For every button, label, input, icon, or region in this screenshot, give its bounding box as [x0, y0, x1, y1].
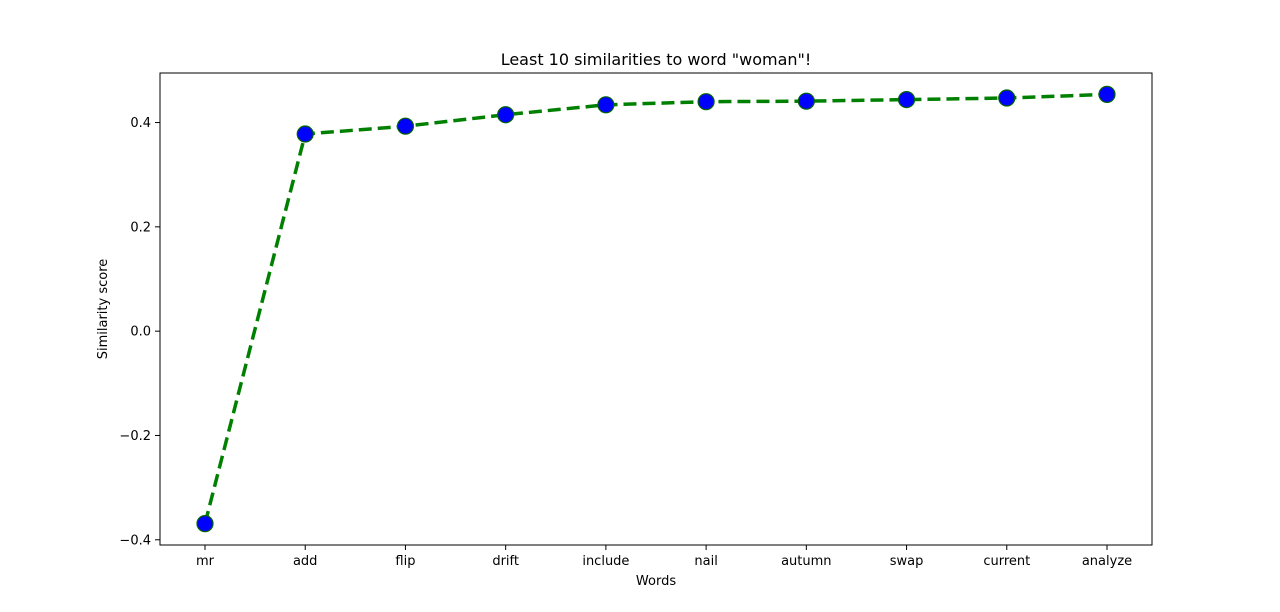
x-tick-label: nail — [694, 554, 717, 569]
data-point — [296, 125, 314, 143]
data-point — [797, 92, 815, 110]
y-tick-label: 0.2 — [130, 220, 151, 235]
y-tick-label: −0.2 — [119, 429, 151, 444]
x-tick-label: flip — [395, 554, 415, 569]
plot-frame — [159, 72, 1153, 546]
y-tick-label: 0.4 — [130, 116, 151, 131]
x-tick-label: mr — [196, 554, 215, 569]
x-tick-label: current — [983, 554, 1030, 569]
data-point — [897, 90, 916, 109]
data-point — [697, 93, 715, 111]
series-line — [203, 92, 1108, 525]
x-tick-label: autumn — [781, 554, 831, 569]
y-axis-label: Similarity score — [96, 259, 111, 360]
x-tick-label: add — [293, 554, 317, 569]
x-tick-label: drift — [492, 554, 519, 569]
plot-area: −0.4 −0.2 0.0 0.2 0.4 mr add flip drift include na… — [119, 72, 1153, 569]
x-axis-label: Words — [636, 574, 676, 589]
data-point — [998, 89, 1016, 107]
data-point — [497, 106, 515, 124]
data-point — [597, 96, 615, 114]
y-tick-label: 0.0 — [130, 325, 151, 340]
data-point — [396, 117, 415, 135]
x-tick-label: swap — [890, 554, 924, 569]
chart-title: Least 10 similarities to word "woman"! — [501, 50, 812, 69]
data-point — [196, 515, 214, 533]
x-tick-label: include — [582, 554, 629, 569]
data-point — [1098, 85, 1116, 103]
y-tick-label: −0.4 — [119, 533, 151, 548]
x-tick-label: analyze — [1082, 554, 1132, 569]
